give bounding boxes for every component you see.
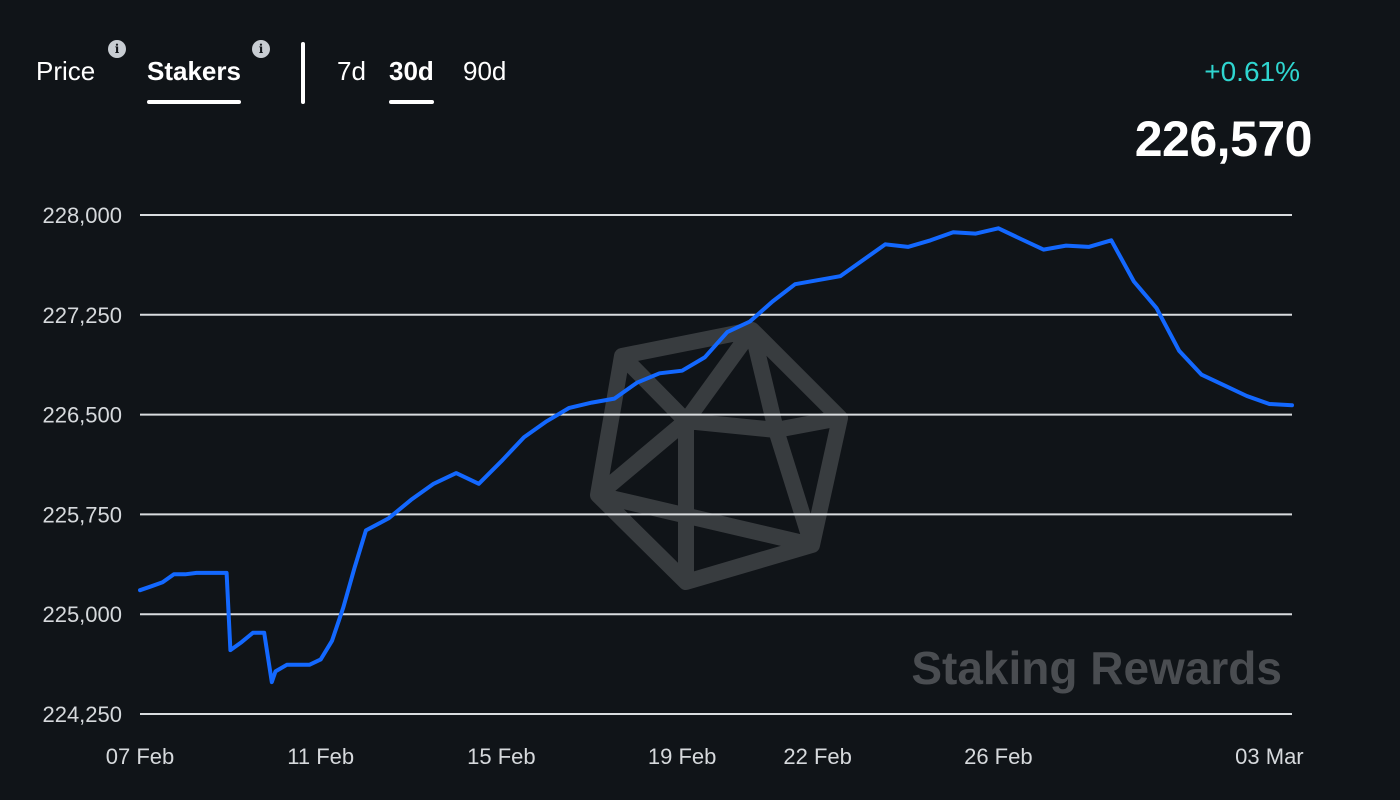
tab-stakers-label: Stakers xyxy=(147,56,241,86)
range-90d[interactable]: 90d xyxy=(463,56,506,86)
y-tick-label: 225,750 xyxy=(42,502,122,527)
tab-price-label: Price xyxy=(36,56,96,86)
x-tick-label: 07 Feb xyxy=(106,744,175,769)
tab-stakers[interactable]: Stakers xyxy=(147,56,241,104)
y-tick-label: 226,500 xyxy=(42,403,122,428)
range-30d[interactable]: 30d xyxy=(389,56,434,104)
range-90d-label: 90d xyxy=(463,56,507,86)
x-tick-label: 11 Feb xyxy=(287,744,354,769)
active-tab-underline xyxy=(147,100,241,104)
watermark-text: Staking Rewards xyxy=(911,642,1282,694)
info-icon[interactable]: i xyxy=(108,40,126,58)
range-7d[interactable]: 7d xyxy=(337,56,366,86)
y-tick-label: 228,000 xyxy=(42,203,122,228)
change-percentage: +0.61% xyxy=(1204,56,1300,87)
stakers-series-line xyxy=(138,226,1294,685)
y-tick-label: 227,250 xyxy=(42,303,122,328)
info-icon[interactable]: i xyxy=(252,40,270,58)
x-tick-label: 19 Feb xyxy=(648,744,717,769)
watermark: Staking Rewards xyxy=(590,322,1282,694)
current-value: 226,570 xyxy=(1134,111,1313,167)
y-tick-label: 224,250 xyxy=(42,702,122,727)
x-tick-label: 03 Mar xyxy=(1235,744,1303,769)
staking-rewards-logo xyxy=(590,322,848,590)
y-tick-label: 225,000 xyxy=(42,602,122,627)
x-tick-label: 26 Feb xyxy=(964,744,1033,769)
active-range-underline xyxy=(389,100,434,104)
x-tick-label: 22 Feb xyxy=(783,744,852,769)
tab-price[interactable]: Price xyxy=(36,56,95,86)
range-30d-label: 30d xyxy=(389,56,434,86)
tab-divider xyxy=(301,42,305,104)
range-7d-label: 7d xyxy=(337,56,366,86)
x-tick-label: 15 Feb xyxy=(467,744,536,769)
